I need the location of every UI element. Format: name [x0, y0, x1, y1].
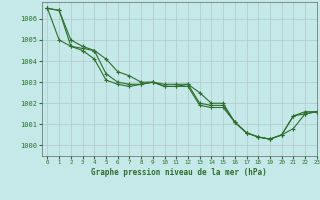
X-axis label: Graphe pression niveau de la mer (hPa): Graphe pression niveau de la mer (hPa): [91, 168, 267, 177]
